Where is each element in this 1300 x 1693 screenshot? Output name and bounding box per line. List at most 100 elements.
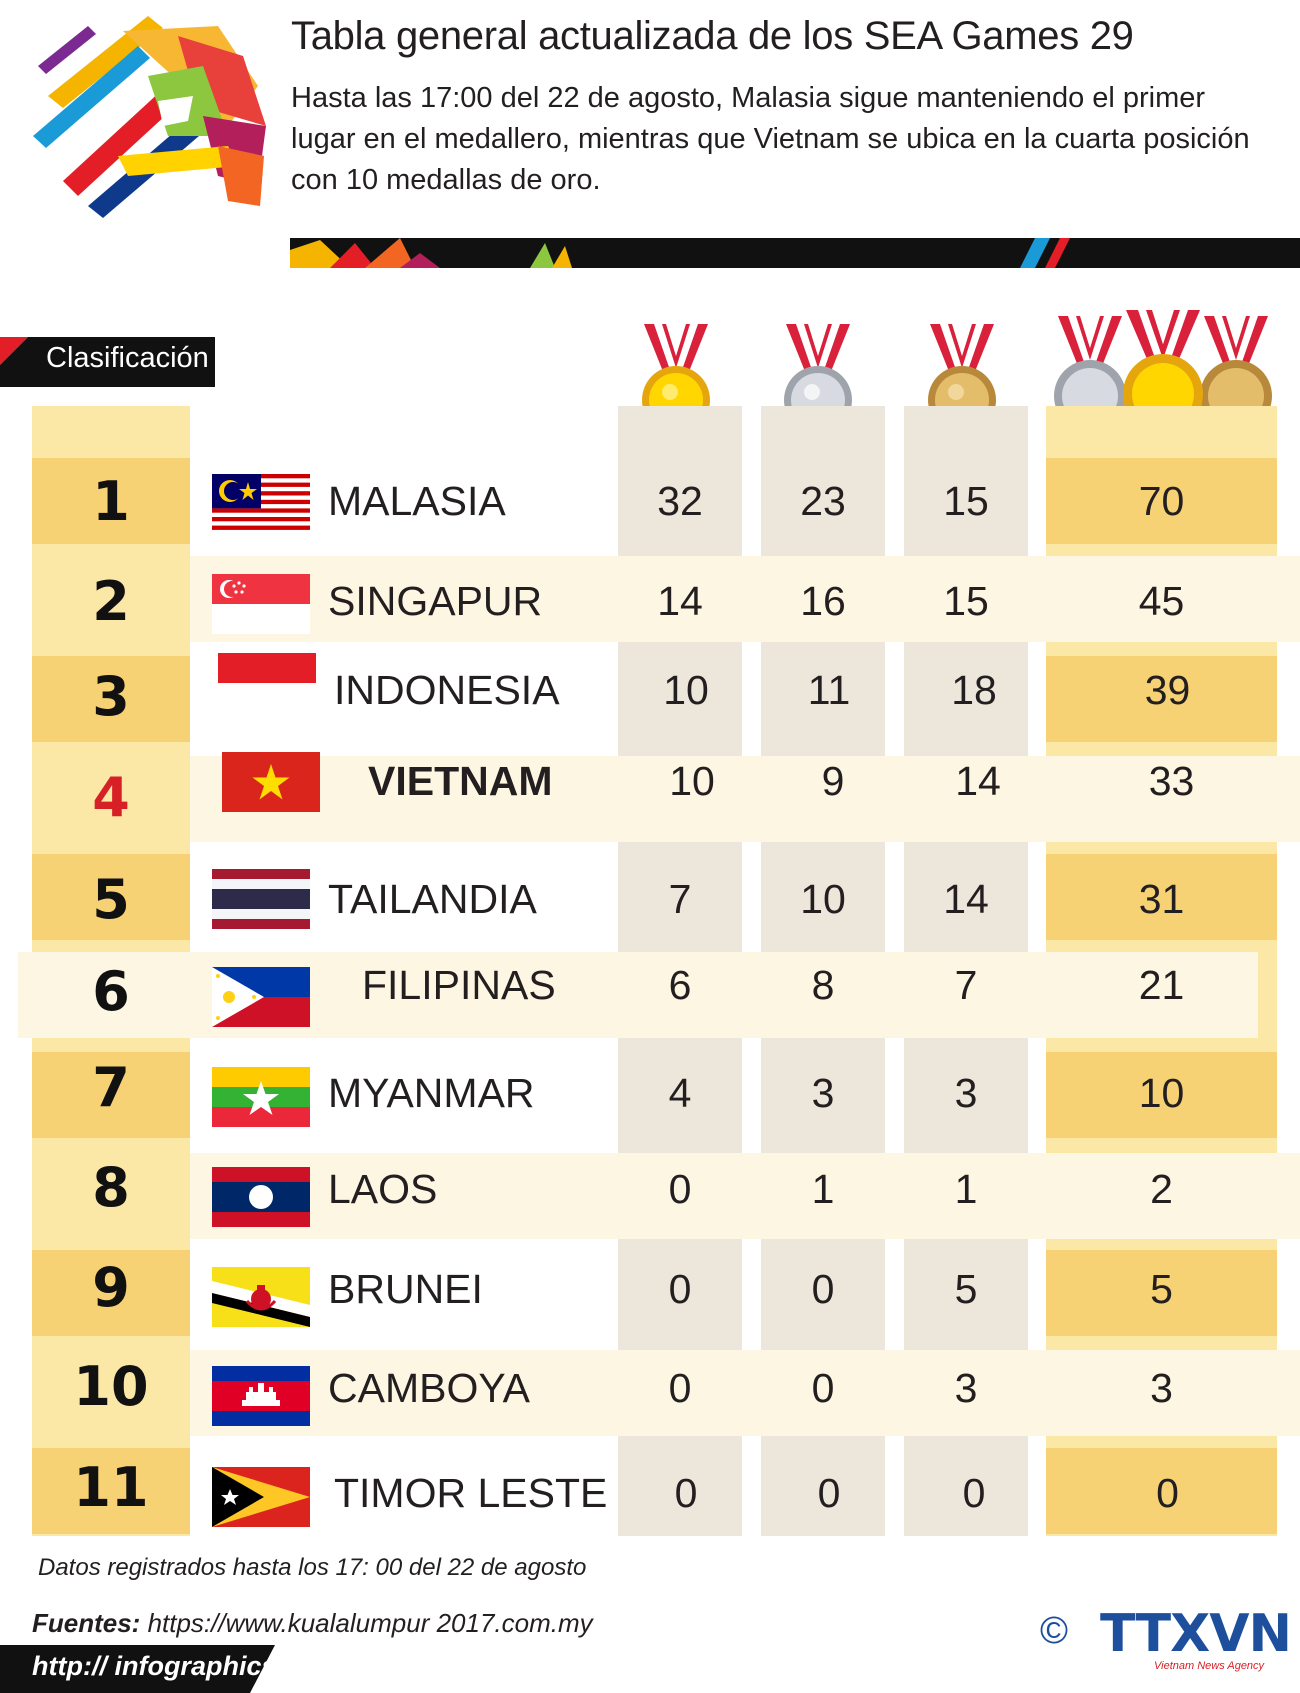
table-row: 6 FILIPINAS 6 8 7 21 (0, 944, 1300, 1036)
sources-label: Fuentes: (32, 1608, 141, 1638)
bronze-count: 14 (955, 758, 1001, 804)
sea-games-logo (33, 16, 266, 218)
table-row: 10 CAMBOYA 0 0 3 3 (0, 1343, 1300, 1435)
total-count: 10 (1138, 1070, 1185, 1116)
silver-count: 0 (811, 1365, 835, 1411)
site-url-bar (0, 1645, 275, 1693)
total-band (1046, 1052, 1277, 1138)
total-band (1046, 1250, 1277, 1336)
bronze-count: 5 (954, 1266, 978, 1312)
bronze-count: 3 (954, 1365, 978, 1411)
table-row: 3 INDONESIA 10 11 18 39 (0, 645, 1300, 737)
laos-flag-icon (212, 1167, 310, 1227)
silver-count: 0 (817, 1470, 841, 1516)
site-link[interactable]: http:// infographics.vn (32, 1651, 316, 1681)
rank-number: 9 (92, 1256, 130, 1319)
singapore-flag-icon (212, 574, 310, 634)
rank-band (32, 458, 190, 544)
bronze-count: 18 (951, 667, 997, 713)
rank-band (32, 854, 190, 940)
total-band (1046, 1448, 1277, 1534)
page-title: Tabla general actualizada de los SEA Gam… (291, 14, 1134, 58)
total-count: 39 (1144, 667, 1191, 713)
gold-count: 7 (668, 876, 692, 922)
thailand-flag-icon (212, 869, 310, 929)
silver-count: 0 (811, 1266, 835, 1312)
rank-number: 2 (92, 570, 130, 633)
brunei-flag-icon (212, 1267, 310, 1327)
bronze-count: 7 (954, 962, 978, 1008)
timor-leste-flag-icon (212, 1467, 310, 1527)
table-row: 1 MALASIA 32 23 15 70 (0, 454, 1300, 546)
gold-count: 32 (657, 478, 703, 524)
row-band (190, 756, 1300, 842)
copyright-symbol: © (1040, 1610, 1068, 1652)
table-row: 2 SINGAPUR 14 16 15 45 (0, 554, 1300, 646)
table-row-highlighted: 4 VIETNAM 10 9 14 33 (0, 740, 1300, 832)
country-name: CAMBOYA (328, 1365, 530, 1411)
rank-number: 5 (92, 868, 130, 931)
country-name: VIETNAM (368, 758, 553, 804)
rank-number: 1 (92, 470, 130, 533)
total-band (1046, 656, 1277, 742)
bronze-count: 0 (962, 1470, 986, 1516)
total-count: 0 (1156, 1470, 1179, 1516)
row-band (190, 556, 1300, 642)
ranking-header: Clasificación (46, 342, 209, 374)
decorative-stripe-bar (290, 238, 1300, 268)
total-count: 3 (1150, 1365, 1173, 1411)
country-name: TAILANDIA (328, 876, 537, 922)
total-count: 33 (1148, 758, 1195, 804)
silver-count: 11 (807, 667, 851, 713)
silver-count: 9 (821, 758, 845, 804)
silver-count: 16 (800, 578, 846, 624)
rank-number: 8 (92, 1156, 130, 1219)
malaysia-flag-icon (212, 474, 310, 534)
rank-band (32, 1052, 190, 1138)
country-name: FILIPINAS (362, 962, 556, 1008)
gold-count: 10 (663, 667, 709, 713)
gold-count: 0 (668, 1166, 692, 1212)
gold-count: 10 (669, 758, 715, 804)
rank-number: 11 (73, 1456, 149, 1519)
total-band (1046, 854, 1277, 940)
agency-subtitle: Vietnam News Agency (1154, 1660, 1265, 1672)
country-name: TIMOR LESTE (334, 1470, 608, 1516)
gold-count: 6 (668, 962, 692, 1008)
table-row: 8 LAOS 0 1 1 2 (0, 1144, 1300, 1236)
vietnam-flag-icon (222, 752, 320, 812)
rank-band (32, 1448, 190, 1534)
rank-band (32, 1250, 190, 1336)
row-band (190, 1153, 1300, 1239)
country-name: INDONESIA (334, 667, 560, 713)
gold-count: 4 (668, 1070, 692, 1116)
silver-count: 1 (811, 1166, 835, 1212)
bronze-count: 14 (943, 876, 989, 922)
silver-count: 3 (811, 1070, 835, 1116)
total-count: 2 (1150, 1166, 1173, 1212)
sources-link[interactable]: https://www.kualalumpur 2017.com.my (140, 1608, 593, 1638)
bronze-count: 15 (943, 478, 989, 524)
country-name: LAOS (328, 1166, 438, 1212)
silver-count: 23 (800, 478, 846, 524)
total-count: 31 (1138, 876, 1185, 922)
total-band (1046, 458, 1277, 544)
table-row: 9 BRUNEI 0 0 5 5 (0, 1244, 1300, 1336)
silver-count: 10 (800, 876, 846, 922)
total-count: 45 (1138, 578, 1185, 624)
rank-number: 3 (92, 665, 130, 728)
myanmar-flag-icon (212, 1067, 310, 1127)
total-count: 5 (1150, 1266, 1173, 1312)
indonesia-flag-icon (218, 653, 316, 713)
bronze-count: 15 (943, 578, 989, 624)
agency-logo: © TTXVN Vietnam News Agency (1040, 1604, 1292, 1676)
rank-number: 6 (92, 960, 130, 1023)
gold-count: 0 (674, 1470, 698, 1516)
bronze-count: 3 (954, 1070, 978, 1116)
philippines-flag-icon (212, 967, 310, 1027)
total-count: 21 (1138, 962, 1185, 1008)
sources-line: Fuentes: https://www.kualalumpur 2017.co… (32, 1608, 593, 1639)
gold-count: 0 (668, 1266, 692, 1312)
gold-count: 0 (668, 1365, 692, 1411)
silver-count: 8 (811, 962, 835, 1008)
